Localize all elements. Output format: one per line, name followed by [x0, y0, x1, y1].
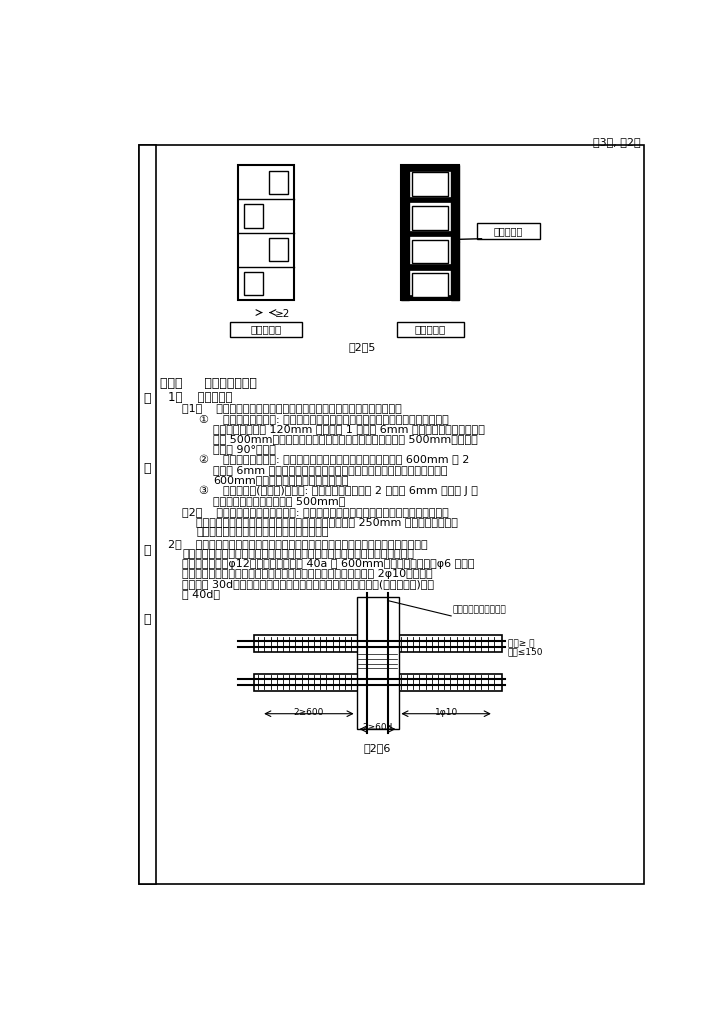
Text: 墙厚≥ 和: 墙厚≥ 和	[507, 640, 534, 648]
Text: 度不少于 30d。洞口处原墙体水平、竖向配筋应断开，断开长度(即外露长度)不少: 度不少于 30d。洞口处原墙体水平、竖向配筋应断开，断开长度(即外露长度)不少	[182, 579, 434, 589]
Text: ≥2: ≥2	[275, 309, 290, 319]
Text: 交: 交	[144, 392, 151, 405]
Text: 共3页, 第2页: 共3页, 第2页	[593, 137, 641, 147]
Bar	[401, 294, 459, 301]
Text: （2）    过梁的设置。过梁的形式有: 砌筑钢筋砖过梁、实心砖平拱式过梁、现浇或预制: （2） 过梁的设置。过梁的形式有: 砌筑钢筋砖过梁、实心砖平拱式过梁、现浇或预制	[182, 507, 449, 516]
Text: 容: 容	[144, 614, 151, 626]
Text: 在八度区不少于φ12，锚固长度不少于 40a 和 600mm。箍筋直径最小为φ6 纵向钢: 在八度区不少于φ12，锚固长度不少于 40a 和 600mm。箍筋直径最小为φ6…	[182, 559, 475, 569]
Bar	[244, 272, 263, 294]
Text: 暗框架配筋: 暗框架配筋	[494, 226, 523, 236]
Bar	[401, 231, 459, 236]
Text: 根直径 6mm 的拉结筋。拉结筋埋入长度，从留槎处算起，每边均不应小于: 根直径 6mm 的拉结筋。拉结筋埋入长度，从留槎处算起，每边均不应小于	[213, 465, 448, 475]
Text: 的断面尺寸及配筋一定要经过计算方能确定。: 的断面尺寸及配筋一定要经过计算方能确定。	[196, 526, 329, 537]
Text: 1、    砌体结构。: 1、 砌体结构。	[168, 391, 233, 404]
Text: 混凝土过梁。选择过梁长度时，一定要保证每边不小于 250mm 的支承长度。过梁: 混凝土过梁。选择过梁长度时，一定要保证每边不小于 250mm 的支承长度。过梁	[196, 516, 458, 526]
Text: 内: 内	[144, 544, 151, 557]
Bar	[244, 204, 263, 228]
Text: 2≥600: 2≥600	[294, 708, 324, 716]
Bar	[397, 322, 463, 338]
Text: 于 40d。: 于 40d。	[182, 589, 220, 599]
Text: 拉结筋的数量为每 120mm 墙厚放置 1 根直径 6mm 的钢筋，间距沿墙高不得: 拉结筋的数量为每 120mm 墙厚放置 1 根直径 6mm 的钢筋，间距沿墙高不…	[213, 424, 485, 434]
Bar	[401, 165, 409, 301]
Text: ②    混凝土空心砌块墙: 在洞顶部设置混凝土过梁。洞口两侧每隔 600mm 设 2: ② 混凝土空心砌块墙: 在洞顶部设置混凝土过梁。洞口两侧每隔 600mm 设 2	[199, 455, 470, 466]
Text: 叠合错洞墙: 叠合错洞墙	[415, 324, 446, 334]
Bar	[253, 635, 502, 653]
Text: ①    烧结普通粘土砖墙: 洞口两侧须留成直槎，但必须做成凸槎，并加设拉结筋，: ① 烧结普通粘土砖墙: 洞口两侧须留成直槎，但必须做成凸槎，并加设拉结筋，	[199, 415, 449, 424]
Bar	[477, 224, 540, 239]
Text: 图2－5: 图2－5	[348, 342, 375, 352]
Bar	[401, 165, 459, 171]
Text: 端应有 90°弯钩。: 端应有 90°弯钩。	[213, 444, 276, 455]
Text: ③    加气混凝土(粉煤灰)砌块墙: 施工洞口上部应放置 2 根直径 6mm 的钢筋 J 申: ③ 加气混凝土(粉煤灰)砌块墙: 施工洞口上部应放置 2 根直径 6mm 的钢筋…	[199, 485, 478, 497]
Bar	[412, 240, 448, 264]
Text: 间距≤150: 间距≤150	[507, 647, 543, 657]
Bar	[230, 322, 301, 338]
Bar	[412, 172, 448, 196]
Bar	[238, 165, 294, 301]
Text: 图2－6: 图2－6	[364, 743, 391, 753]
Text: 底: 底	[144, 462, 151, 475]
Text: 梁，其钢筋应按计算配置，并应征得设计人员同意。并不得低于下述构造要求，: 梁，其钢筋应按计算配置，并应征得设计人员同意。并不得低于下述构造要求，	[182, 549, 414, 559]
Text: 2、    钢筋混凝土结构。在钢筋混凝土墙上留施工洞，在无暗框架时，洞顶必须设置过: 2、 钢筋混凝土结构。在钢筋混凝土墙上留施工洞，在无暗框架时，洞顶必须设置过	[168, 539, 428, 549]
Bar	[451, 165, 459, 301]
Bar	[401, 197, 459, 202]
Text: 超过 500mm，埋入长度从墙的留槎处算起，每边均不小于 500mm，钢筋末: 超过 500mm，埋入长度从墙的留槎处算起，每边均不小于 500mm，钢筋末	[213, 434, 478, 444]
Bar	[269, 170, 287, 194]
Bar	[253, 674, 502, 690]
Bar	[269, 238, 287, 262]
Bar	[412, 274, 448, 298]
Text: 过洞口两边长度每边不小于 500mm。: 过洞口两边长度每边不小于 500mm。	[213, 496, 346, 506]
Bar	[412, 206, 448, 230]
Text: （1）    在砌体上留施工洞时，洞口顶部必须设置过梁。洞口构造如下：: （1） 在砌体上留施工洞时，洞口顶部必须设置过梁。洞口构造如下：	[182, 403, 402, 413]
Text: 筋端头，如下图所示。洞口两侧应设置竖向构造钢筋，每边不少于 2φ10，锚固长: 筋端头，如下图所示。洞口两侧应设置竖向构造钢筋，每边不少于 2φ10，锚固长	[182, 569, 433, 579]
Bar	[139, 145, 644, 883]
Text: （三）     施工洞构造要求: （三） 施工洞构造要求	[160, 378, 258, 390]
Bar	[401, 265, 459, 270]
Text: 2≥60d: 2≥60d	[362, 723, 393, 732]
Bar	[401, 165, 459, 301]
Bar	[139, 145, 156, 883]
Text: 一般错洞墙: 一般错洞墙	[250, 324, 282, 334]
Text: 600mm，钢筋外露部分不得任意弯折。: 600mm，钢筋外露部分不得任意弯折。	[213, 475, 348, 485]
Text: 按计算确定直径和根数: 按计算确定直径和根数	[453, 605, 507, 615]
Text: 1φ10: 1φ10	[434, 708, 457, 716]
Bar	[356, 597, 399, 729]
